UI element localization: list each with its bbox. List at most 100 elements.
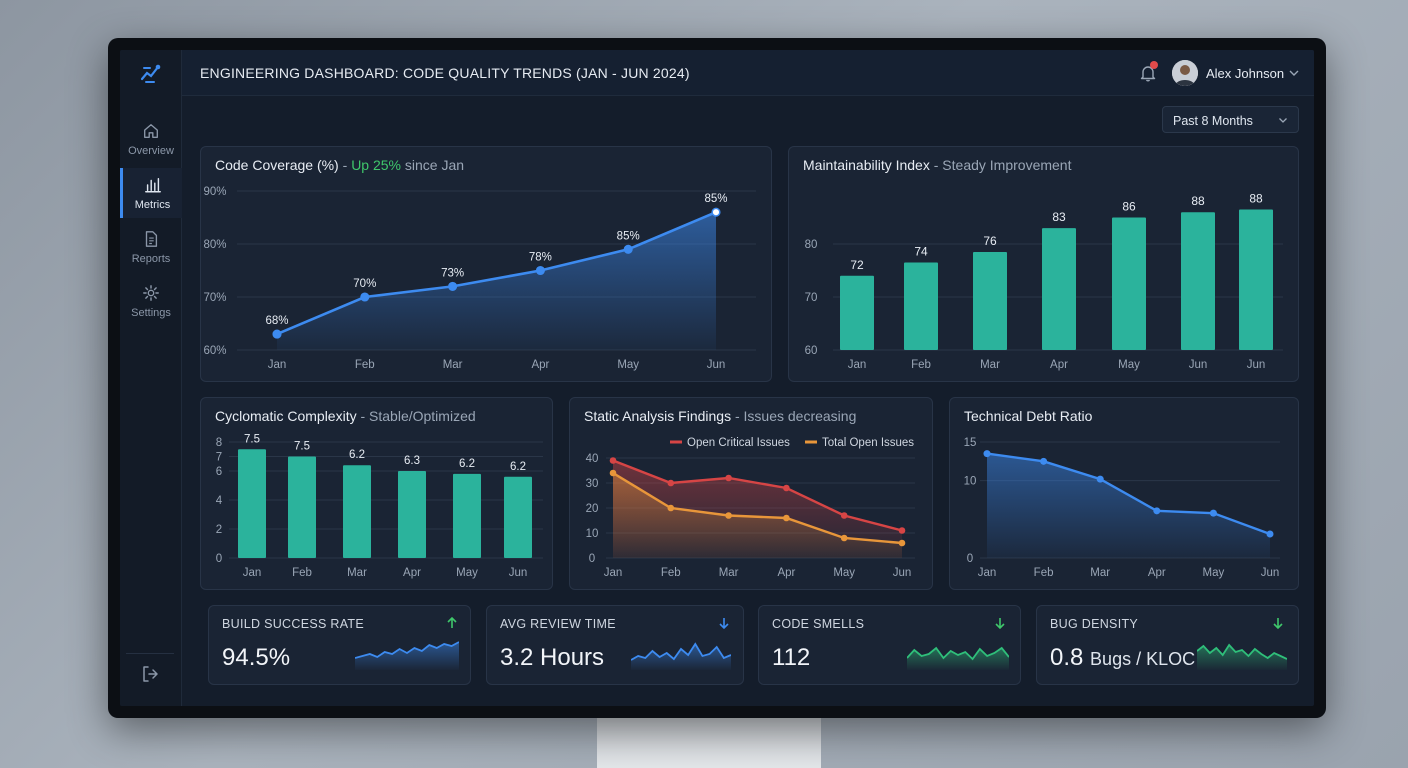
data-point — [983, 450, 991, 458]
kpi-card-bug-density[interactable]: BUG DENSITY 0.8 Bugs / KLOC — [1036, 605, 1299, 685]
app-logo[interactable] — [138, 60, 164, 86]
y-tick-label: 70 — [805, 292, 818, 304]
data-point — [448, 281, 458, 291]
x-tick-label: Jan — [604, 567, 623, 579]
data-label: 7.5 — [294, 441, 310, 453]
x-tick-label: May — [1203, 567, 1225, 579]
data-point — [623, 244, 633, 254]
kpi-card-code-smells[interactable]: CODE SMELLS 112 — [758, 605, 1021, 685]
y-tick-label: 60% — [203, 345, 226, 357]
bar — [1181, 212, 1215, 350]
data-label: 78% — [529, 252, 552, 264]
x-tick-label: May — [1118, 359, 1140, 371]
bar — [398, 471, 426, 558]
date-range-select[interactable]: Past 8 Months — [1162, 106, 1299, 133]
y-tick-label: 80% — [203, 239, 226, 251]
data-label: 83 — [1052, 210, 1066, 224]
data-label: 88 — [1191, 194, 1205, 208]
card-title-text: Maintainability Index — [803, 157, 930, 173]
sparkline — [907, 646, 1009, 670]
chevron-down-icon[interactable] — [1288, 67, 1300, 79]
x-tick-label: Apr — [777, 567, 795, 579]
area-fill — [613, 473, 902, 558]
sparkline-line — [907, 646, 1009, 661]
x-tick-label: Mar — [443, 359, 463, 371]
y-tick-label: 20 — [586, 503, 599, 515]
kpi-label: BUG DENSITY — [1050, 617, 1139, 631]
x-tick-label: Feb — [355, 359, 375, 371]
series-line — [612, 471, 903, 545]
y-tick-label: 8 — [216, 437, 222, 449]
avatar[interactable] — [1172, 60, 1198, 86]
x-tick-label: Feb — [292, 567, 312, 579]
x-tick-label: May — [456, 567, 478, 579]
sparkline-fill — [631, 644, 731, 670]
y-tick-label: 40 — [586, 453, 599, 465]
card-title: Technical Debt Ratio — [964, 408, 1092, 424]
legend-label: Open Critical Issues — [687, 437, 790, 449]
avatar-image — [1172, 60, 1198, 86]
sparkline-fill — [907, 648, 1009, 670]
data-point — [667, 504, 675, 512]
sidebar-item-settings[interactable]: Settings — [120, 276, 182, 326]
technical-debt-chart: 0 10 15 Jan Feb Mar Apr May Jun — [964, 437, 1280, 579]
y-tick-label: 15 — [964, 437, 977, 449]
card-title: Maintainability Index - Steady Improveme… — [803, 157, 1071, 173]
sparkline-line — [1197, 643, 1287, 660]
sidebar-item-overview[interactable]: Overview — [120, 114, 182, 164]
data-point — [667, 479, 675, 487]
card-title: Static Analysis Findings - Issues decrea… — [584, 408, 856, 424]
y-tick-label: 90% — [203, 186, 226, 198]
data-point — [840, 534, 848, 542]
card-subtitle: - Issues decreasing — [731, 408, 857, 424]
bar — [504, 476, 532, 558]
y-tick-label: 6 — [216, 466, 222, 478]
data-label: 86 — [1122, 200, 1136, 214]
sparkline-fill — [355, 642, 459, 670]
data-label: 76 — [983, 234, 997, 248]
card-title: Cyclomatic Complexity - Stable/Optimized — [215, 408, 476, 424]
x-tick-label: Mar — [719, 567, 739, 579]
x-tick-label: Jun — [893, 567, 912, 579]
bar — [840, 275, 874, 350]
data-label: 85% — [617, 230, 640, 242]
sidebar-item-reports[interactable]: Reports — [120, 222, 182, 272]
x-tick-label: Jun — [509, 567, 528, 579]
kpi-card-build-success[interactable]: BUILD SUCCESS RATE 94.5% — [208, 605, 471, 685]
y-tick-label: 2 — [216, 524, 222, 536]
sidebar-divider — [126, 653, 174, 654]
y-tick-label: 70% — [203, 292, 226, 304]
x-tick-label: Jan — [243, 567, 262, 579]
sidebar-item-label: Reports — [131, 252, 171, 265]
arrow-down-icon — [995, 618, 1005, 630]
cyclomatic-complexity-chart: 0 2 4 6 7 8 7.5 Jan 7.5 Feb 6.2 Mar 6.3 Apr 6.2 May 6.2 J… — [216, 433, 543, 579]
sidebar-item-metrics[interactable]: Metrics — [120, 168, 182, 218]
data-point — [1153, 507, 1161, 515]
card-subtitle: - Steady Improvement — [929, 157, 1072, 173]
kpi-card-review-time[interactable]: AVG REVIEW TIME 3.2 Hours — [486, 605, 744, 685]
data-point — [840, 512, 848, 519]
series-line — [612, 459, 903, 532]
data-label: 68% — [265, 315, 288, 327]
user-name[interactable]: Alex Johnson — [1206, 66, 1285, 81]
data-point — [609, 457, 617, 464]
sidebar: Overview Metrics Reports Settings — [120, 50, 182, 706]
data-label: 6.2 — [459, 458, 475, 470]
bar — [1239, 209, 1273, 350]
y-tick-label: 80 — [805, 239, 818, 251]
y-tick-label: 0 — [589, 553, 595, 565]
x-tick-label: Feb — [911, 359, 931, 371]
logout-icon[interactable] — [140, 664, 160, 684]
data-label: 85% — [704, 193, 727, 205]
x-tick-label: Apr — [1050, 359, 1068, 371]
monitor-stand — [597, 716, 821, 768]
bar — [1042, 228, 1076, 350]
bar — [904, 262, 938, 350]
bar — [288, 456, 316, 558]
dashboard-screen: Overview Metrics Reports Settings ENGINE… — [120, 50, 1314, 706]
sparkline-fill — [1197, 645, 1287, 670]
kpi-unit: Bugs / KLOC — [1090, 649, 1196, 669]
data-label: 72 — [850, 258, 864, 272]
y-tick-label: 10 — [586, 528, 599, 540]
kpi-value: 94.5% — [222, 644, 291, 671]
